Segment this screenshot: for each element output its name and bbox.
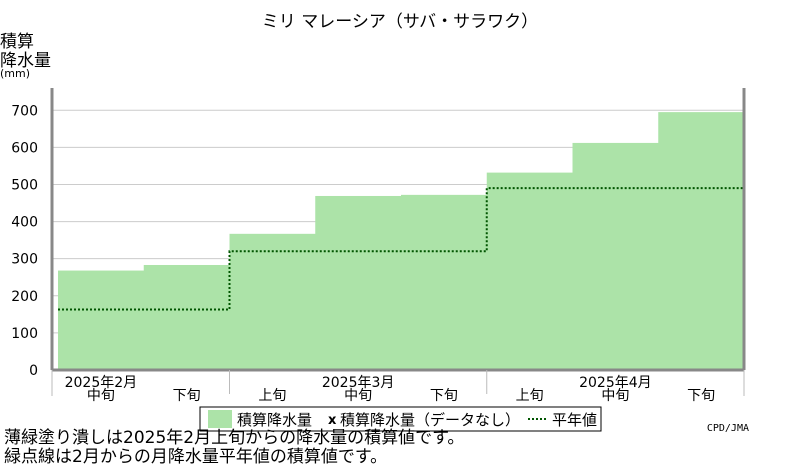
x-month-label-0: 2025年2月 xyxy=(65,375,138,391)
bar-5 xyxy=(486,172,573,370)
note-dotted: 緑点線は2月からの月降水量平年値の積算値です。 xyxy=(4,447,388,467)
legend-swatch-cumulative xyxy=(208,410,232,428)
cumulative-bars xyxy=(58,112,745,371)
y-tick-label-600: 600 xyxy=(11,140,38,156)
y-tick-label-500: 500 xyxy=(11,177,38,193)
x-month-label-2: 2025年4月 xyxy=(579,375,652,391)
x-period-label-7: 下旬 xyxy=(687,388,715,404)
bar-2 xyxy=(229,233,316,370)
y-tick-label-700: 700 xyxy=(11,103,38,119)
notes: 薄緑塗り潰しは2025年2月上旬からの降水量の積算値です。 緑点線は2月からの月… xyxy=(4,429,464,467)
normal-step-line xyxy=(58,187,744,311)
legend: 積算降水量 x 積算降水量（データなし） 平年値 xyxy=(199,406,602,432)
y-tick-label-400: 400 xyxy=(11,215,38,231)
credit: CPD/JMA xyxy=(707,423,749,434)
x-tick-labels: 中旬 下旬 上旬 中旬 下旬 上旬 中旬 下旬 2025年2月 2025年3月 2025年4月 xyxy=(65,375,716,404)
y-tick-labels: 0 100 200 300 400 500 600 700 xyxy=(11,103,38,379)
x-period-label-4: 下旬 xyxy=(430,388,458,404)
note-fill: 薄緑塗り潰しは2025年2月上旬からの降水量の積算値です。 xyxy=(4,428,465,448)
bar-1 xyxy=(143,264,230,370)
x-period-label-1: 下旬 xyxy=(173,388,201,404)
normal-line xyxy=(58,187,744,311)
bar-6 xyxy=(572,142,659,370)
bar-0 xyxy=(58,270,145,370)
x-period-label-2: 上旬 xyxy=(258,388,286,404)
y-axis-label-line-2: 降水量 xyxy=(0,51,51,71)
y-tick-label-300: 300 xyxy=(11,252,38,268)
legend-label-normal: 平年値 xyxy=(552,411,597,429)
x-period-label-5: 上旬 xyxy=(516,388,544,404)
y-tick-label-100: 100 xyxy=(11,326,38,342)
legend-label-missing: 積算降水量（データなし） xyxy=(340,411,520,429)
y-axis-label-line-1: 積算 xyxy=(0,32,34,52)
legend-label-cumulative: 積算降水量 xyxy=(237,411,312,429)
chart-title: ミリ マレーシア（サバ・サラワク） xyxy=(262,12,538,32)
legend-box xyxy=(199,406,602,432)
x-period-label-6: 中旬 xyxy=(601,388,629,404)
x-period-label-0: 中旬 xyxy=(87,388,115,404)
y-tick-label-0: 0 xyxy=(29,363,38,379)
bar-4 xyxy=(401,194,488,370)
axes xyxy=(50,88,746,396)
x-period-label-3: 中旬 xyxy=(344,388,372,404)
y-tick-label-200: 200 xyxy=(11,289,38,305)
y-axis-label-unit: (mm) xyxy=(0,67,30,80)
legend-missing-marker: x xyxy=(328,413,337,428)
bar-7 xyxy=(658,112,745,371)
bar-3 xyxy=(315,195,402,370)
x-month-label-1: 2025年3月 xyxy=(322,375,395,391)
